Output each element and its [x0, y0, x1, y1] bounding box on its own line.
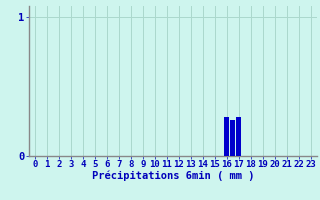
X-axis label: Précipitations 6min ( mm ): Précipitations 6min ( mm ) [92, 171, 254, 181]
Bar [230, 120, 235, 156]
Bar [236, 117, 241, 156]
Bar [224, 117, 229, 156]
